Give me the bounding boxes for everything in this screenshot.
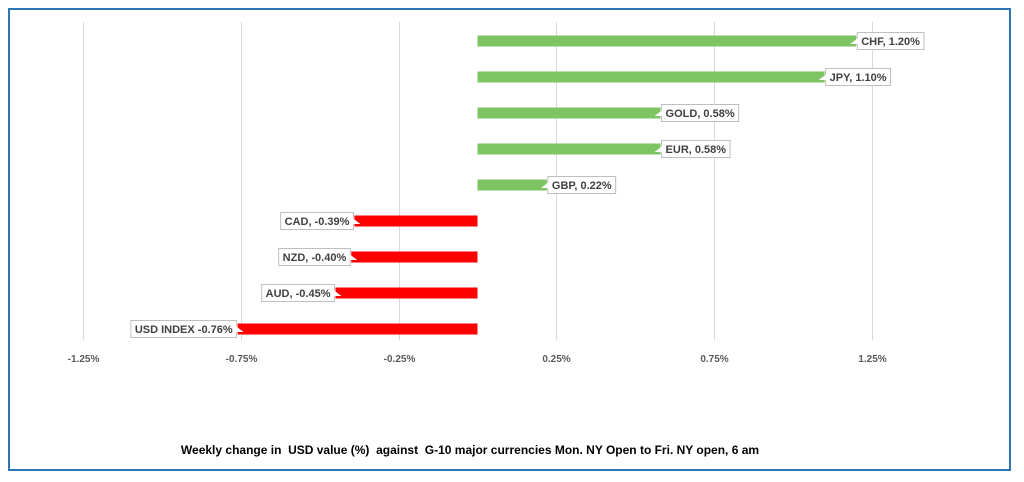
x-tick-label: 0.75% (700, 354, 728, 365)
label-pointer (850, 38, 859, 44)
label-pointer (540, 182, 549, 188)
label-pointer (654, 110, 663, 116)
data-labels: CHF, 1.20% JPY, 1.10% GOLD, 0.58% EUR, 0.58… (130, 32, 925, 338)
x-tick-label: 0.25% (542, 354, 570, 365)
bar-eur (477, 143, 661, 155)
data-label: GBP, 0.22% (540, 176, 617, 194)
bar-gold (477, 107, 661, 119)
x-tick-label: -1.25% (68, 354, 100, 365)
data-label: CAD, -0.39% (280, 212, 361, 230)
data-label-text: JPY, 1.10% (830, 72, 887, 84)
data-label: EUR, 0.58% (654, 140, 731, 158)
label-pointer (349, 254, 358, 260)
label-pointer (333, 290, 342, 296)
x-tick-label: -0.25% (384, 354, 416, 365)
label-pointer (352, 218, 361, 224)
data-label-text: USD INDEX -0.76% (135, 324, 233, 336)
data-label: USD INDEX -0.76% (130, 320, 244, 338)
x-axis-ticks: -1.25% -0.75% -0.25% 0.25% 0.75% 1.25% (68, 354, 887, 365)
bar-nzd (351, 251, 478, 263)
bar-usd-index (237, 323, 478, 335)
bar-chart: CHF, 1.20% JPY, 1.10% GOLD, 0.58% EUR, 0.58… (68, 22, 925, 365)
data-label-text: CAD, -0.39% (285, 216, 350, 228)
data-label: CHF, 1.20% (850, 32, 925, 50)
data-label-text: GOLD, 0.58% (666, 108, 735, 120)
x-tick-label: -0.75% (226, 354, 258, 365)
data-label-text: CHF, 1.20% (861, 36, 920, 48)
chart-frame: CHF, 1.20% JPY, 1.10% GOLD, 0.58% EUR, 0.58… (8, 8, 1011, 471)
chart-caption: Weekly change in USD value (%) against G… (180, 443, 760, 457)
bar-aud (335, 287, 478, 299)
data-label-text: AUD, -0.45% (266, 288, 331, 300)
bar-jpy (477, 71, 825, 83)
data-label: JPY, 1.10% (818, 68, 892, 86)
label-pointer (654, 146, 663, 152)
bars (237, 35, 857, 335)
data-label-text: GBP, 0.22% (552, 180, 612, 192)
data-label: NZD, -0.40% (278, 248, 358, 266)
bar-chf (477, 35, 857, 47)
data-label: AUD, -0.45% (261, 284, 342, 302)
data-label: GOLD, 0.58% (654, 104, 740, 122)
bar-cad (354, 215, 478, 227)
label-pointer (818, 74, 827, 80)
x-tick-label: 1.25% (858, 354, 886, 365)
data-label-text: EUR, 0.58% (666, 144, 727, 156)
bar-gbp (477, 179, 547, 191)
data-label-text: NZD, -0.40% (283, 252, 347, 264)
label-pointer (235, 326, 244, 332)
